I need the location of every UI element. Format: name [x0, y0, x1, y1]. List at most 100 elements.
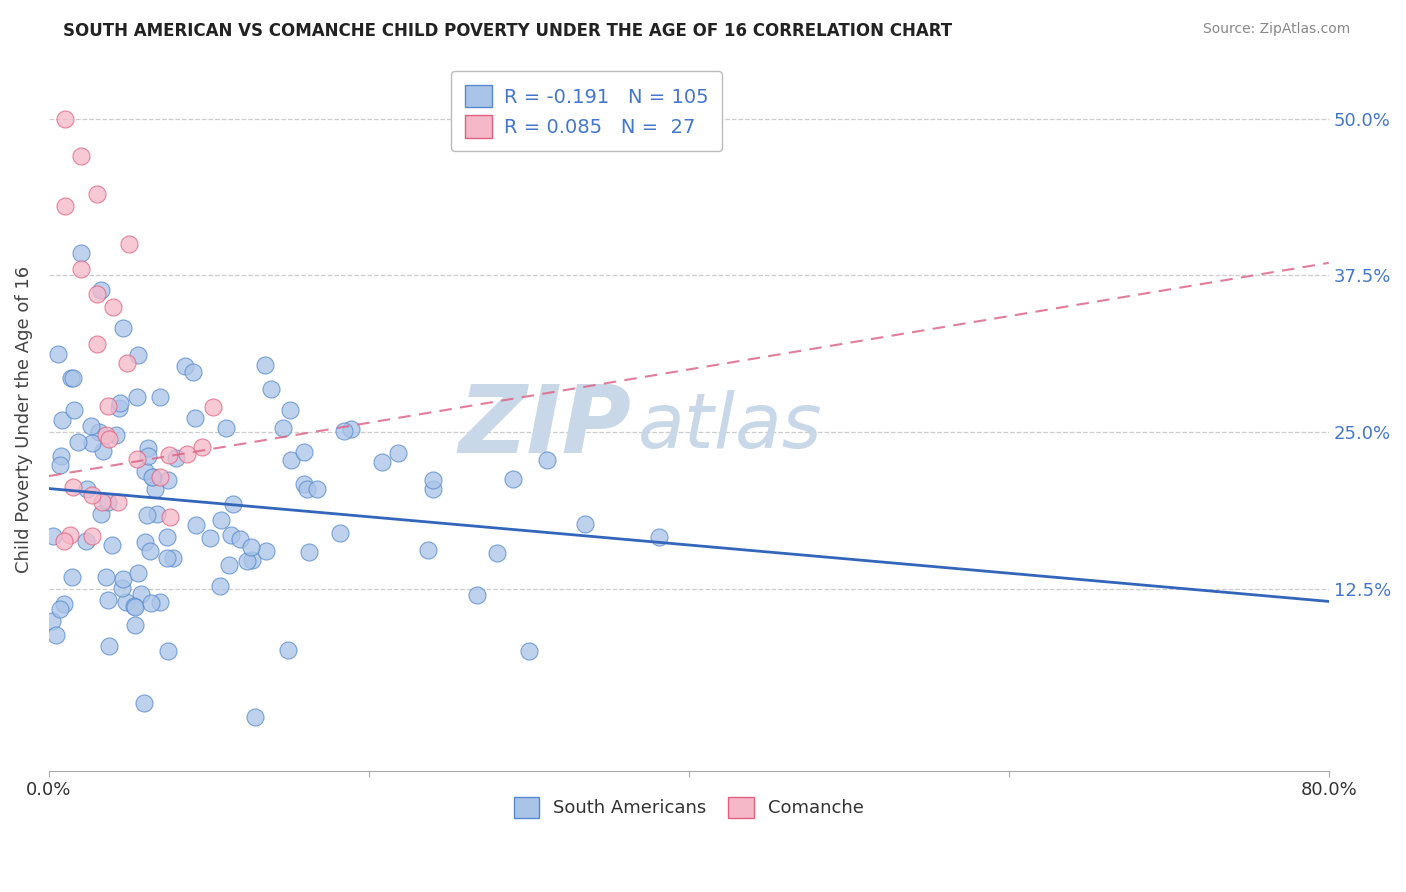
Point [127, 566, 149, 581]
Point [149, 390, 172, 404]
Point [371, 455, 394, 469]
Point [62, 480, 84, 494]
Point [62, 370, 84, 384]
Point [132, 696, 155, 710]
Point [107, 401, 129, 415]
Point [219, 528, 242, 542]
Point [82, 488, 104, 502]
Point [52, 534, 75, 549]
Point [90, 507, 112, 521]
Point [53, 112, 76, 126]
Point [97, 495, 120, 509]
Point [174, 359, 197, 374]
Point [96, 428, 118, 442]
Point [485, 545, 508, 559]
Point [329, 525, 352, 540]
Point [235, 554, 257, 568]
Point [127, 348, 149, 362]
Point [278, 402, 301, 417]
Point [648, 530, 671, 544]
Point [136, 508, 159, 522]
Point [142, 469, 165, 483]
Point [97, 433, 120, 447]
Point [215, 421, 238, 435]
Point [184, 411, 207, 425]
Point [90, 283, 112, 297]
Point [114, 595, 136, 609]
Point [254, 543, 277, 558]
Point [86, 287, 108, 301]
Point [51, 413, 73, 427]
Point [86, 186, 108, 201]
Point [277, 643, 299, 657]
Point [146, 507, 169, 521]
Point [198, 531, 221, 545]
Point [305, 482, 328, 496]
Point [127, 451, 149, 466]
Point [70, 262, 93, 277]
Point [118, 237, 141, 252]
Point [243, 710, 266, 724]
Point [339, 422, 361, 436]
Text: SOUTH AMERICAN VS COMANCHE CHILD POVERTY UNDER THE AGE OF 16 CORRELATION CHART: SOUTH AMERICAN VS COMANCHE CHILD POVERTY… [63, 22, 952, 40]
Point [111, 582, 134, 596]
Point [536, 453, 558, 467]
Point [387, 446, 409, 460]
Point [82, 529, 104, 543]
Point [53, 199, 76, 213]
Point [70, 149, 93, 163]
Point [76, 482, 98, 496]
Point [222, 498, 245, 512]
Point [66, 435, 89, 450]
Point [124, 617, 146, 632]
Point [465, 588, 488, 602]
Point [134, 535, 156, 549]
Point [63, 402, 86, 417]
Point [157, 448, 180, 462]
Point [138, 442, 160, 456]
Point [209, 513, 232, 527]
Point [59, 528, 82, 542]
Point [176, 447, 198, 461]
Point [42, 528, 65, 542]
Point [69, 246, 91, 260]
Point [105, 428, 128, 442]
Point [112, 320, 135, 334]
Point [145, 482, 167, 496]
Y-axis label: Child Poverty Under the Age of 16: Child Poverty Under the Age of 16 [15, 266, 32, 574]
Point [298, 545, 321, 559]
Point [49, 450, 72, 464]
Point [141, 470, 163, 484]
Point [295, 482, 318, 496]
Point [260, 382, 283, 396]
Point [141, 597, 163, 611]
Point [107, 494, 129, 508]
Point [115, 356, 138, 370]
Point [156, 531, 179, 545]
Point [165, 450, 187, 465]
Point [80, 418, 103, 433]
Point [159, 510, 181, 524]
Point [108, 396, 131, 410]
Point [90, 495, 112, 509]
Point [271, 421, 294, 435]
Point [129, 587, 152, 601]
Point [574, 517, 596, 532]
Point [101, 300, 124, 314]
Point [240, 541, 263, 555]
Legend: South Americans, Comanche: South Americans, Comanche [506, 789, 872, 825]
Point [202, 400, 225, 414]
Point [422, 482, 444, 496]
Text: Source: ZipAtlas.com: Source: ZipAtlas.com [1202, 22, 1350, 37]
Point [49, 458, 72, 473]
Point [46, 346, 69, 360]
Point [98, 639, 121, 653]
Point [93, 444, 115, 458]
Point [416, 543, 439, 558]
Point [124, 599, 146, 614]
Point [94, 570, 117, 584]
Point [49, 602, 72, 616]
Point [162, 551, 184, 566]
Point [87, 425, 110, 439]
Point [422, 473, 444, 487]
